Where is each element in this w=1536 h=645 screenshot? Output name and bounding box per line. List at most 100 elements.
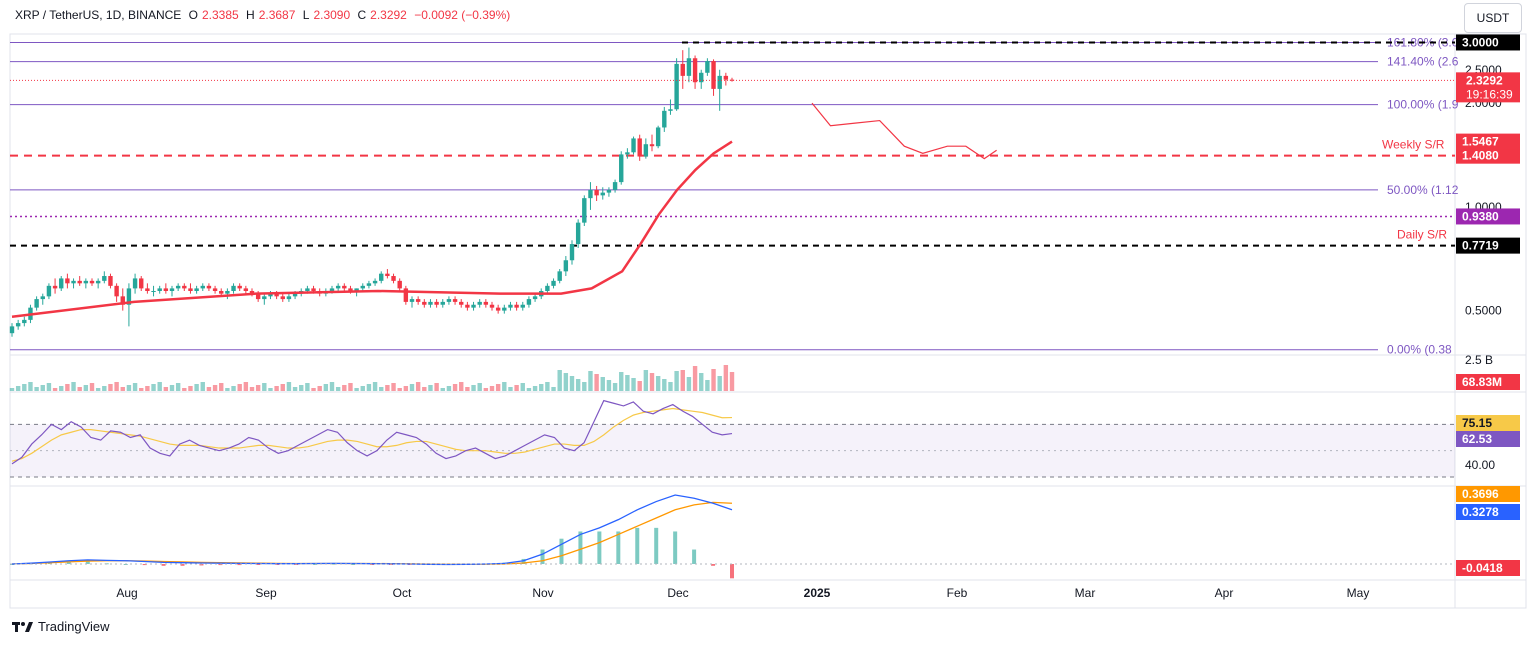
volume-bar	[200, 382, 205, 391]
volume-bar	[379, 387, 384, 391]
candle-body	[422, 301, 427, 305]
volume-bar	[280, 384, 285, 391]
volume-bar	[489, 386, 495, 391]
ma-badge: 1.5467	[1462, 135, 1499, 149]
candle-body	[108, 276, 113, 286]
candle-body	[643, 144, 649, 157]
x-axis-tick: Apr	[1215, 586, 1234, 600]
volume-bar	[274, 386, 279, 391]
macd-histogram-bar	[218, 564, 223, 566]
volume-bar	[126, 385, 132, 391]
fib-level-label: 141.40% (2.6	[1387, 55, 1459, 69]
x-axis-tick: Feb	[947, 586, 968, 600]
volume-bar	[692, 366, 698, 391]
candle-body	[520, 304, 525, 308]
volume-bar	[243, 382, 249, 391]
volume-bar	[422, 387, 427, 391]
candle-body	[95, 280, 101, 284]
volume-bar	[520, 383, 525, 391]
rsi-tick: 40.00	[1465, 458, 1495, 472]
price-tick-label: 0.5000	[1465, 304, 1502, 318]
candle-body	[483, 301, 489, 305]
macd-histogram-badge: -0.0418	[1462, 561, 1503, 575]
candle-body	[212, 288, 218, 291]
level-badge-bg	[1456, 237, 1520, 254]
volume-bar	[182, 388, 187, 391]
fib-level-label: 0.00% (0.38	[1387, 343, 1452, 357]
weekly-sr-badge-bg	[1456, 147, 1520, 164]
x-axis-tick: Sep	[255, 586, 277, 600]
macd-histogram-bar	[559, 538, 564, 564]
currency-button[interactable]: USDT	[1464, 3, 1522, 33]
macd-histogram-bar	[85, 561, 90, 564]
volume-badge-bg	[1456, 374, 1520, 390]
volume-bar	[612, 383, 618, 391]
volume-bar	[711, 369, 716, 391]
candle-body	[428, 301, 433, 305]
volume-bar	[668, 382, 673, 391]
candle-body	[612, 182, 618, 190]
symbol-name[interactable]: XRP / TetherUS, 1D, BINANCE	[15, 8, 182, 22]
candle-body	[206, 285, 212, 289]
candle-body	[65, 278, 70, 284]
candle-body	[619, 154, 624, 183]
volume-bar	[206, 387, 212, 391]
volume-bar	[255, 385, 261, 391]
volume-bar	[317, 386, 322, 391]
candle-body	[22, 319, 27, 324]
volume-bar	[409, 384, 415, 391]
candle-body	[415, 299, 421, 302]
candle-body	[280, 296, 285, 300]
volume-bar	[95, 388, 101, 391]
candle-body	[563, 260, 569, 272]
volume-bar	[52, 388, 58, 391]
volume-bar	[329, 382, 335, 391]
volume-bar	[34, 387, 39, 391]
candle-body	[575, 222, 581, 245]
volume-bar	[680, 370, 685, 391]
macd-line	[11, 494, 733, 566]
volume-bar	[428, 385, 433, 391]
candle-body	[9, 326, 15, 334]
volume-bar	[114, 382, 119, 391]
volume-bar	[717, 376, 722, 391]
volume-bar	[151, 384, 156, 391]
candle-body	[655, 127, 661, 147]
candle-body	[139, 278, 144, 289]
volume-bar	[619, 372, 624, 391]
volume-bar	[231, 386, 236, 391]
volume-bar	[175, 383, 181, 391]
candle-body	[175, 285, 181, 289]
volume-bar	[237, 384, 242, 391]
candle-body	[557, 271, 562, 281]
candle-body	[717, 75, 722, 89]
volume-bar	[77, 387, 82, 391]
candle-body	[723, 75, 729, 80]
last-price-badge-bg	[1456, 72, 1520, 103]
volume-bar	[600, 377, 605, 391]
candle-body	[514, 304, 519, 308]
volume-bar	[262, 383, 267, 391]
volume-bar	[132, 383, 138, 391]
candle-body	[502, 307, 507, 311]
candle-body	[34, 299, 39, 308]
volume-bar	[606, 380, 612, 391]
macd-signal-badge: 0.3696	[1462, 487, 1499, 501]
macd-histogram-badge-bg	[1456, 560, 1520, 576]
volume-bar	[292, 387, 298, 391]
candle-body	[292, 293, 298, 297]
macd-histogram-bar	[616, 531, 621, 564]
volume-bar	[557, 370, 562, 391]
candle-body	[692, 58, 698, 83]
candle-body	[354, 288, 359, 291]
ma-badge-bg	[1456, 133, 1520, 150]
candle-body	[569, 244, 575, 261]
candle-body	[249, 290, 255, 294]
candle-body	[588, 189, 593, 199]
macd-signal-badge-bg	[1456, 486, 1520, 502]
tradingview-brand[interactable]: TradingView	[12, 619, 110, 634]
candle-body	[446, 299, 452, 302]
chart-frame	[9, 33, 1527, 609]
macd-badge: 0.3278	[1462, 505, 1499, 519]
